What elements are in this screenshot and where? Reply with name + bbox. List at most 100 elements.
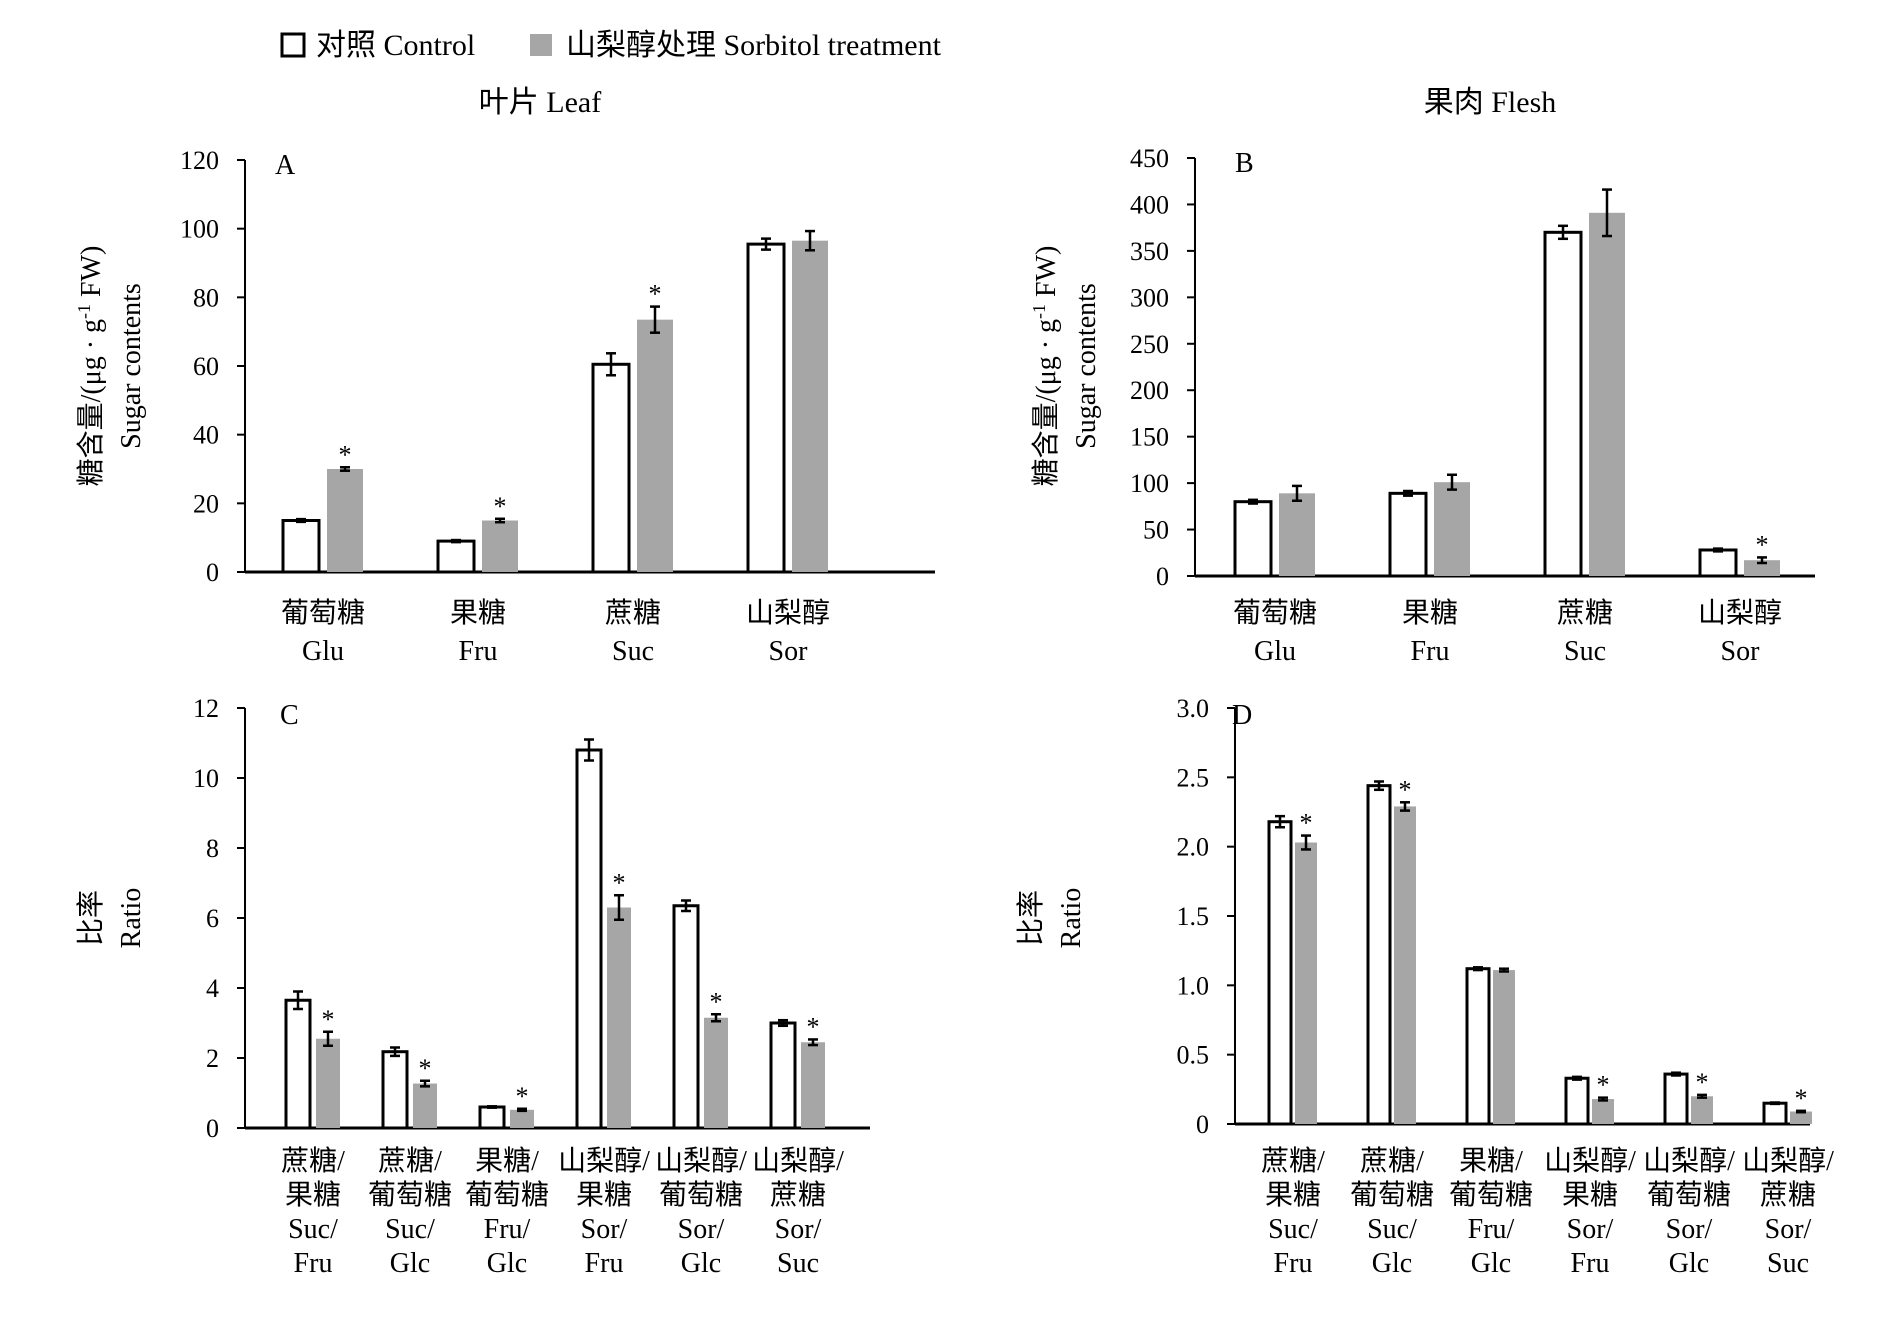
y-tick-label: 80 [193,283,219,312]
x-category-label: Fru/ [1468,1214,1515,1245]
bar-treatment [792,240,828,572]
chart-title: 叶片 Leaf [479,86,601,119]
x-category-label: Fru [294,1248,333,1279]
bar-control [284,998,312,1130]
y-tick-label: 2 [206,1044,219,1073]
x-category-label: Suc/ [385,1214,435,1245]
x-category-label: Suc [1767,1248,1809,1279]
x-category-label: 山梨醇/ [1544,1145,1636,1177]
bar-control [591,362,631,574]
legend-control-label: 对照 Control [316,29,475,62]
x-category-label: 果糖 [450,597,506,629]
y-tick-label: 120 [180,146,219,175]
x-category-label: Glu [1254,636,1296,667]
y-tick-label: 8 [206,834,219,863]
bar-control [1564,1076,1590,1126]
bar-treatment [1790,1111,1812,1124]
significance-marker: * [419,1054,432,1083]
bar-control [436,539,476,574]
y-tick-label: 6 [206,904,219,933]
x-category-label: Sor/ [1567,1214,1614,1245]
x-category-label: 葡萄糖 [659,1179,743,1211]
bar-treatment [1279,493,1315,576]
x-category-label: Sor/ [775,1214,822,1245]
chart-panel-d: D比率 Ratio00.51.01.52.02.53.0*蔗糖/果糖Suc/Fru… [1015,694,1834,1279]
significance-marker: * [1795,1084,1808,1113]
x-category-label: Glc [1471,1248,1511,1279]
bar-treatment [1493,970,1515,1124]
x-category-label: Glc [681,1248,721,1279]
x-category-label: 蔗糖 [1760,1179,1816,1211]
bar-control [1663,1072,1689,1126]
y-tick-label: 300 [1130,283,1169,312]
chart-title: 果肉 Flesh [1424,86,1557,119]
bar-control [769,1021,797,1130]
bar-control [1543,230,1583,578]
y-axis-label-en: Sugar contents [116,283,147,449]
bar-control [672,904,700,1130]
chart-panel-b: 果肉 Flesh B 糖含量/(μg · g-1 FW) Sugar contents… [1029,86,1815,667]
x-category-label: Sor/ [581,1214,628,1245]
x-category-label: Suc [612,636,654,667]
bar-control [1762,1101,1788,1126]
y-tick-label: 350 [1130,237,1169,266]
significance-marker: * [649,280,662,309]
y-tick-label: 250 [1130,330,1169,359]
x-category-label: Fru [1571,1248,1610,1279]
legend-control-swatch [280,32,306,58]
panel-label: A [275,150,296,181]
significance-marker: * [1399,775,1412,804]
x-category-label: 葡萄糖 [368,1179,452,1211]
y-axis-label-cn: 糖含量/(μg · g-1 FW) [74,246,107,487]
x-category-label: 葡萄糖 [1233,597,1317,629]
significance-marker: * [322,1005,335,1034]
y-tick-label: 150 [1130,423,1169,452]
x-category-label: 果糖 [576,1179,632,1211]
y-tick-label: 400 [1130,190,1169,219]
bar-control [1233,500,1273,578]
x-category-label: 果糖 [1265,1179,1321,1211]
bar-treatment [637,319,673,572]
bar-control [1388,491,1428,578]
significance-marker: * [613,868,626,897]
y-axis-label-en: Ratio [116,888,147,949]
chart-panel-c: C比率 Ratio024681012*蔗糖/果糖Suc/Fru*蔗糖/葡萄糖Suc… [75,694,870,1279]
bar-treatment [327,469,363,572]
bar-control [575,748,603,1130]
significance-marker: * [1300,809,1313,838]
y-tick-label: 2.0 [1177,833,1210,862]
bar-treatment [413,1083,437,1128]
bar-treatment [704,1017,728,1128]
bar-treatment [510,1109,534,1128]
bar-treatment [607,907,631,1128]
y-tick-label: 12 [193,694,219,723]
panel-label: B [1235,148,1254,179]
significance-marker: * [807,1012,820,1041]
bar-treatment [1691,1096,1713,1124]
legend: 对照 Control 山梨醇处理 Sorbitol treatment [280,29,942,62]
legend-treatment-swatch [530,34,552,56]
chart-panel-a: 叶片 Leaf A 糖含量/(μg · g-1 FW) Sugar contents 0… [74,86,935,667]
x-category-label: 葡萄糖 [281,597,365,629]
x-category-label: Suc/ [1367,1214,1417,1245]
bar-control [1366,784,1392,1126]
x-category-label: Suc/ [288,1214,338,1245]
bar-treatment [1744,560,1780,576]
y-tick-label: 0 [1196,1110,1209,1139]
y-tick-label: 10 [193,764,219,793]
x-category-label: Sor/ [1666,1214,1713,1245]
y-tick-label: 0.5 [1177,1041,1210,1070]
x-category-label: 蔗糖 [1557,597,1613,629]
x-category-label: 葡萄糖 [465,1179,549,1211]
y-tick-label: 50 [1143,516,1169,545]
panels: 叶片 Leaf A 糖含量/(μg · g-1 FW) Sugar contents 0… [74,86,1834,1279]
bar-control [1267,820,1293,1126]
y-tick-label: 200 [1130,376,1169,405]
x-category-label: 山梨醇/ [752,1145,844,1177]
bar-treatment [1434,482,1470,576]
x-category-label: 山梨醇/ [655,1145,747,1177]
x-category-label: Fru/ [484,1214,531,1245]
y-tick-label: 0 [1156,562,1169,591]
x-category-label: 蔗糖/ [1261,1145,1325,1177]
significance-marker: * [516,1082,529,1111]
